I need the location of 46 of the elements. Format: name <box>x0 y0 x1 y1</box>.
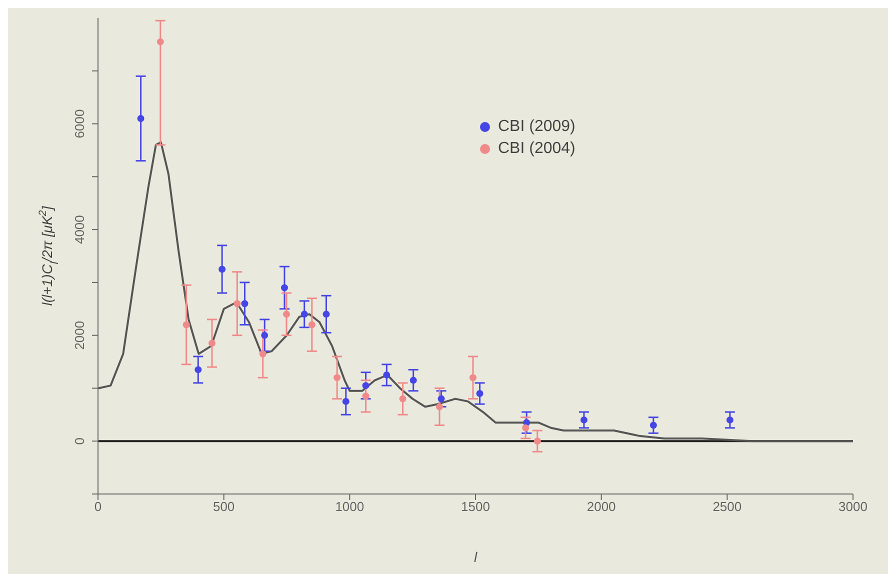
x-tick-label: 1500 <box>461 499 490 514</box>
point <box>283 310 290 318</box>
point <box>650 422 657 429</box>
line-series <box>98 141 853 442</box>
point <box>476 390 484 398</box>
point <box>137 114 144 122</box>
point <box>534 438 541 445</box>
point <box>194 366 202 374</box>
legend-label: CBI (2004) <box>498 140 576 158</box>
point <box>399 395 406 402</box>
point <box>436 403 444 410</box>
point <box>334 374 341 382</box>
legend-label: CBI (2009) <box>498 118 576 136</box>
point <box>259 350 266 358</box>
point <box>182 321 190 328</box>
point <box>300 310 308 318</box>
point <box>383 372 390 378</box>
point <box>362 382 370 390</box>
point <box>362 392 370 400</box>
x-axis-title: l <box>474 549 478 565</box>
point <box>322 310 330 318</box>
point <box>580 416 588 424</box>
point <box>208 340 216 347</box>
point <box>410 376 417 384</box>
y-tick-label: 0 <box>72 437 87 445</box>
x-tick-label: 3000 <box>838 499 868 514</box>
x-tick-label: 2500 <box>712 499 742 514</box>
point <box>218 266 226 273</box>
x-tick-label: 2000 <box>586 499 616 514</box>
y-tick-label: 6000 <box>72 109 87 138</box>
point <box>261 332 268 339</box>
point <box>522 424 530 432</box>
x-tick-label: 500 <box>212 499 235 514</box>
point <box>234 300 241 308</box>
point <box>241 300 248 308</box>
y-tick-label: 4000 <box>72 215 87 244</box>
point <box>726 416 734 424</box>
point <box>469 374 476 382</box>
point <box>156 38 164 46</box>
x-tick-label: 1000 <box>335 499 364 514</box>
point <box>280 284 288 292</box>
point <box>308 321 316 328</box>
point <box>438 395 445 402</box>
point <box>342 398 350 405</box>
y-tick-label: 2000 <box>72 320 87 350</box>
x-tick-label: 0 <box>94 499 102 514</box>
